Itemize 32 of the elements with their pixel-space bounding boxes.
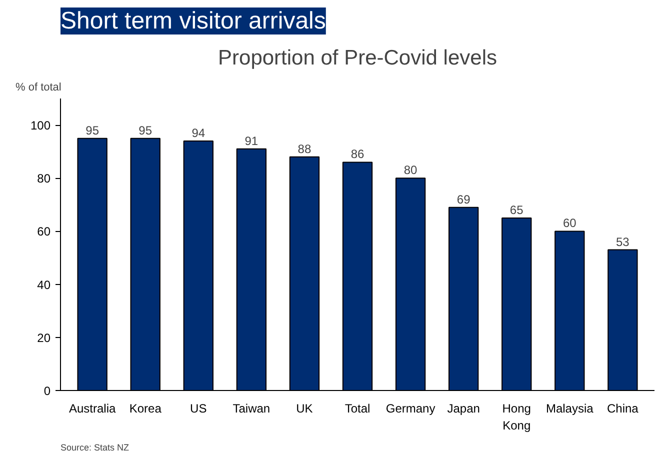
data-label: 65	[510, 202, 524, 217]
y-tick-label: 0	[44, 384, 51, 398]
y-tick-label: 80	[37, 172, 51, 186]
y-tick-label: 20	[37, 330, 51, 345]
x-tick-label: China	[607, 402, 639, 416]
data-label: 53	[616, 234, 630, 249]
x-tick-label: UK	[296, 402, 313, 416]
chart-subtitle: Proportion of Pre-Covid levels	[218, 46, 497, 70]
x-tick-label: Hong Kong	[502, 402, 531, 432]
x-tick-label: Malaysia	[546, 402, 594, 416]
data-label: 86	[350, 147, 364, 162]
y-tick-label: 60	[37, 224, 51, 239]
y-tick-label: 100	[30, 118, 51, 133]
data-label: 94	[192, 126, 206, 140]
data-label: 69	[456, 192, 471, 206]
x-tick-label: Australia	[68, 402, 116, 416]
data-label: 80	[404, 163, 418, 178]
x-tick-label: Taiwan	[232, 402, 270, 416]
data-label: 88	[298, 142, 312, 156]
y-axis-title: % of total	[16, 82, 62, 94]
source-note: Source: Stats NZ	[60, 442, 130, 452]
chart-title: Short term visitor arrivals	[60, 8, 326, 34]
data-label: 95	[138, 123, 152, 138]
data-label: 60	[562, 216, 577, 230]
x-tick-label: US	[190, 402, 207, 416]
x-tick-label: Japan	[447, 402, 480, 416]
data-label: 95	[86, 123, 100, 138]
data-label: 91	[244, 134, 258, 148]
x-tick-label: Total	[344, 402, 370, 416]
x-tick-label: Germany	[386, 402, 436, 416]
y-tick-label: 40	[37, 278, 51, 292]
x-tick-label: Korea	[129, 402, 162, 416]
